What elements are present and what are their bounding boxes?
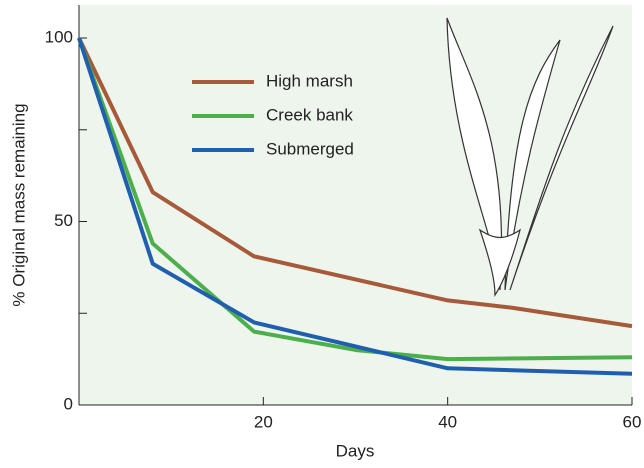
x-tick-label: 40 bbox=[438, 412, 457, 431]
y-tick-label: 0 bbox=[64, 394, 73, 413]
x-tick-label: 60 bbox=[623, 412, 642, 431]
line-series bbox=[77, 37, 633, 329]
x-tick-label: 20 bbox=[254, 412, 273, 431]
legend-label: Submerged bbox=[266, 139, 354, 158]
legend-label: Creek bank bbox=[266, 105, 353, 124]
line-series bbox=[77, 37, 633, 362]
y-tick-label: 50 bbox=[54, 211, 73, 230]
plant-illustration bbox=[446, 17, 614, 297]
line-series bbox=[77, 37, 633, 376]
x-axis-label: Days bbox=[336, 441, 375, 460]
y-axis-label: % Original mass remaining bbox=[9, 103, 28, 306]
y-tick-label: 100 bbox=[45, 28, 73, 47]
legend-label: High marsh bbox=[266, 71, 353, 90]
